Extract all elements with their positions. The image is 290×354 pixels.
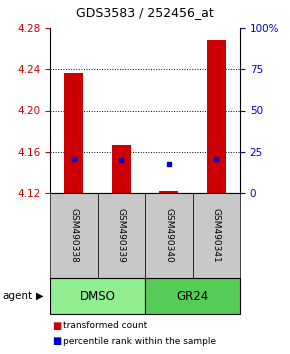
Text: agent: agent [2,291,32,301]
Text: GSM490340: GSM490340 [164,208,173,263]
Bar [97,193,145,278]
Text: ■: ■ [52,336,61,346]
Text: GSM490339: GSM490339 [117,208,126,263]
Text: percentile rank within the sample: percentile rank within the sample [63,337,216,346]
Text: GR24: GR24 [176,290,209,303]
Text: transformed count: transformed count [63,321,147,331]
Bar [50,193,97,278]
Bar [207,40,226,193]
Bar [145,278,240,314]
Text: GSM490338: GSM490338 [69,208,78,263]
Bar [50,278,145,314]
Bar [112,144,131,193]
Bar [64,73,83,193]
Bar [159,191,178,193]
Bar [145,193,193,278]
Text: ▶: ▶ [36,291,44,301]
Bar [193,193,240,278]
Text: ■: ■ [52,321,61,331]
Text: DMSO: DMSO [79,290,115,303]
Text: GDS3583 / 252456_at: GDS3583 / 252456_at [76,6,214,19]
Text: GSM490341: GSM490341 [212,208,221,263]
